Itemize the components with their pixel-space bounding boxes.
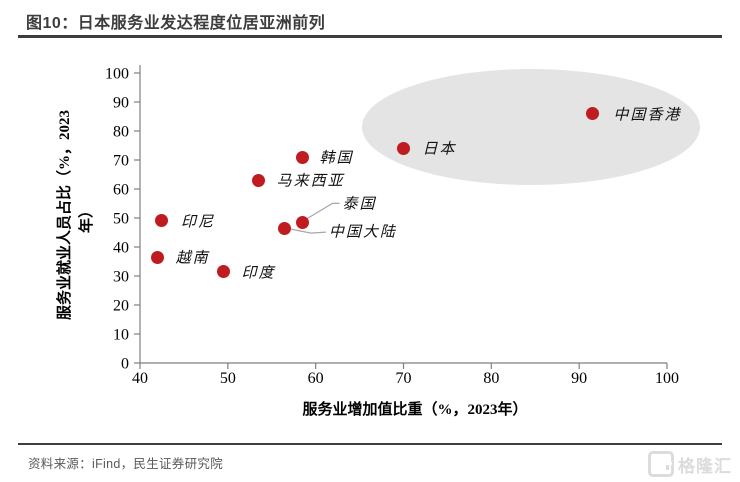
data-point bbox=[397, 141, 410, 155]
page-title: 图10：日本服务业发达程度位居亚洲前列 bbox=[26, 15, 326, 32]
data-point bbox=[151, 250, 165, 264]
y-tick-label: 20 bbox=[113, 298, 129, 315]
data-point bbox=[216, 265, 230, 279]
y-tick-label: 30 bbox=[113, 269, 129, 286]
y-axis-title: 年） bbox=[77, 203, 95, 233]
source-text: 资料来源：iFind，民生证券研究院 bbox=[28, 457, 223, 471]
x-tick-label: 40 bbox=[132, 370, 148, 387]
y-tick-label: 90 bbox=[113, 95, 129, 112]
data-point-label: 印尼 bbox=[180, 214, 215, 231]
y-tick-label: 40 bbox=[113, 240, 129, 257]
logo-g-icon bbox=[648, 451, 674, 477]
x-axis-title: 服务业增加值比重（%，2023年） bbox=[302, 400, 527, 418]
x-tick-label: 50 bbox=[220, 370, 236, 387]
data-point-label: 越南 bbox=[175, 250, 210, 267]
y-tick-label: 10 bbox=[113, 327, 129, 344]
gelonghui-logo: 格隆汇 bbox=[648, 451, 732, 477]
data-point-label: 马来西亚 bbox=[276, 173, 345, 190]
y-tick-label: 100 bbox=[105, 66, 129, 83]
leader-line bbox=[307, 202, 340, 219]
x-tick-label: 80 bbox=[483, 370, 499, 387]
y-tick-label: 50 bbox=[113, 211, 129, 228]
title-underline bbox=[18, 35, 722, 38]
y-tick-label: 80 bbox=[113, 124, 129, 141]
data-point bbox=[278, 221, 292, 235]
data-point bbox=[252, 173, 266, 187]
x-tick-label: 60 bbox=[308, 370, 324, 387]
data-point-label: 印度 bbox=[241, 265, 276, 282]
logo-text: 格隆汇 bbox=[678, 456, 732, 476]
y-tick-label: 60 bbox=[113, 182, 129, 199]
data-point-label: 日本 bbox=[422, 141, 457, 158]
data-point bbox=[295, 150, 309, 164]
data-point-label: 韩国 bbox=[319, 150, 354, 167]
y-tick-label: 0 bbox=[121, 356, 129, 373]
footer-divider bbox=[18, 443, 722, 445]
x-tick-label: 90 bbox=[571, 370, 587, 387]
data-point bbox=[585, 107, 599, 121]
y-tick-label: 70 bbox=[113, 153, 129, 170]
data-point-label: 中国香港 bbox=[613, 107, 682, 124]
x-tick-label: 100 bbox=[655, 370, 679, 387]
y-axis-title: 服务业就业人员占比（%，2023 bbox=[55, 110, 73, 320]
data-point-label: 泰国 bbox=[342, 196, 377, 213]
highlight-ellipse bbox=[362, 69, 700, 185]
data-point bbox=[155, 214, 169, 228]
data-point-label: 中国大陆 bbox=[328, 224, 397, 241]
x-tick-label: 70 bbox=[396, 370, 412, 387]
leader-line bbox=[290, 228, 326, 234]
data-point bbox=[295, 215, 309, 229]
